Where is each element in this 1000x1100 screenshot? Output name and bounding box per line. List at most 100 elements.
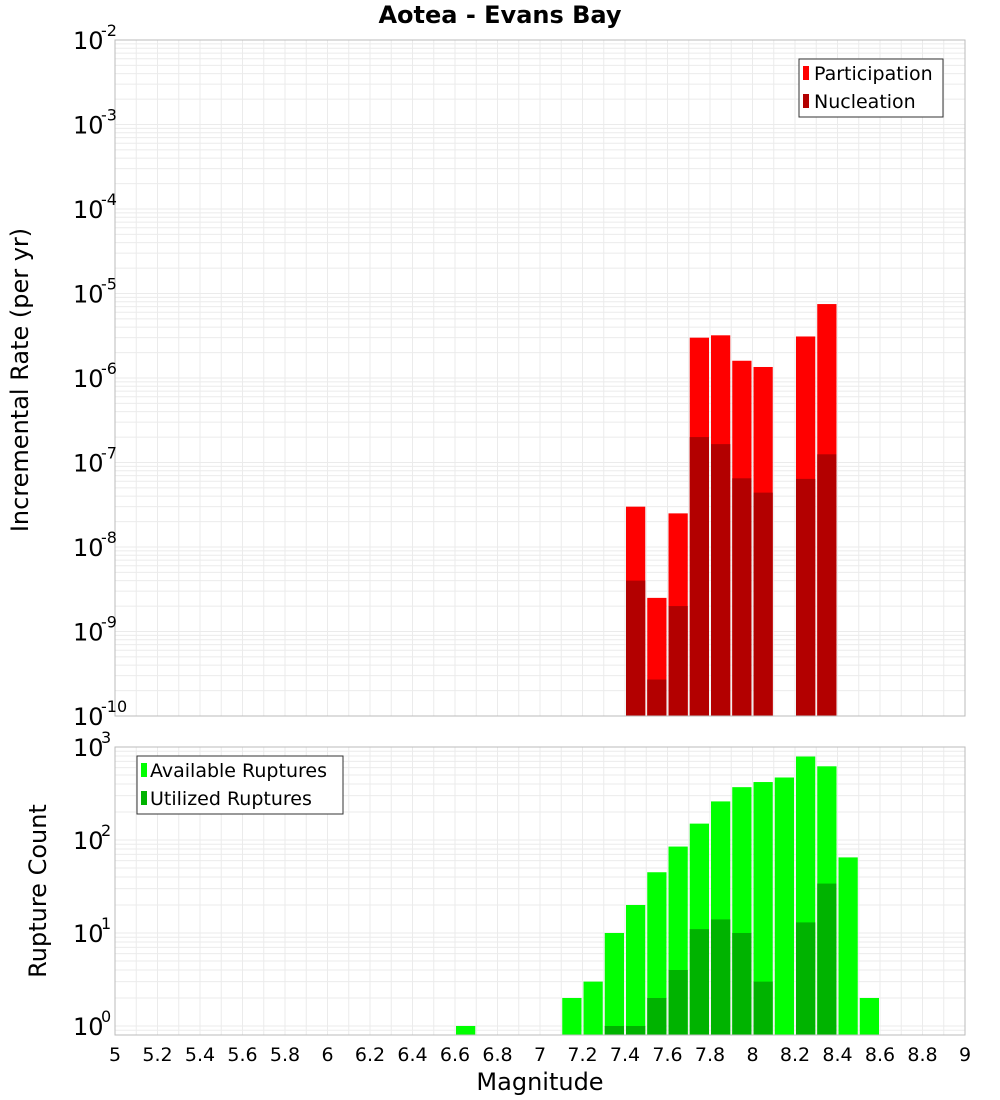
utilized-ruptures-bar (796, 922, 816, 1035)
y-tick-base: 10 (73, 112, 104, 140)
y-tick-exponent: -6 (101, 359, 117, 378)
nucleation-bar (626, 580, 646, 716)
rate-legend: Participation Nucleation (798, 58, 944, 118)
y-tick-label: 100 (73, 1007, 111, 1041)
y-tick-label: 102 (73, 821, 111, 855)
count-legend: Available Ruptures Utilized Ruptures (136, 755, 344, 815)
rate-y-axis-label: Incremental Rate (per yr) (6, 228, 34, 532)
x-tick-label: 8.2 (780, 1044, 810, 1066)
x-tick-label: 7.2 (567, 1044, 597, 1066)
x-tick-label: 9 (959, 1044, 971, 1066)
utilized-ruptures-bar (817, 883, 837, 1035)
nucleation-bar (689, 437, 709, 716)
nucleation-bar (817, 454, 837, 716)
x-tick-label: 6.2 (355, 1044, 385, 1066)
y-tick-exponent: -9 (101, 613, 117, 632)
x-tick-label: 5.2 (142, 1044, 172, 1066)
rate-bars (626, 304, 837, 716)
y-tick-base: 10 (73, 196, 104, 224)
y-tick-label: 10-7 (73, 444, 117, 478)
x-tick-label: 5 (109, 1044, 121, 1066)
x-tick-label: 6.6 (440, 1044, 470, 1066)
x-tick-label: 6.4 (397, 1044, 427, 1066)
y-tick-base: 10 (73, 619, 104, 647)
nucleation-bar (753, 492, 773, 716)
available-ruptures-bar (456, 1025, 476, 1035)
utilized-legend-label: Utilized Ruptures (150, 788, 312, 810)
nucleation-bar (647, 679, 667, 716)
magnitude-x-ticks: 5 5.2 5.4 5.6 5.8 6 6.2 6.4 6.6 6.8 7 7.2 7.4 7.6 7.8 8… (109, 1044, 971, 1066)
utilized-ruptures-bar (732, 932, 752, 1035)
y-tick-exponent: -4 (101, 190, 117, 209)
y-tick-base: 10 (73, 703, 104, 731)
y-tick-label: 10-2 (73, 21, 117, 55)
participation-legend-label: Participation (814, 63, 933, 85)
y-tick-base: 10 (73, 920, 104, 948)
y-tick-label: 10-5 (73, 275, 117, 309)
utilized-ruptures-bar (711, 919, 731, 1035)
x-tick-label: 6.8 (482, 1044, 512, 1066)
y-tick-base: 10 (73, 534, 104, 562)
x-tick-label: 5.6 (227, 1044, 257, 1066)
nucleation-bar (668, 606, 688, 716)
count-legend-box (136, 755, 344, 815)
available-ruptures-bar (604, 932, 624, 1035)
x-tick-label: 8.6 (865, 1044, 895, 1066)
x-tick-label: 5.4 (185, 1044, 215, 1066)
y-tick-exponent: -5 (101, 275, 117, 294)
available-legend-label: Available Ruptures (150, 760, 327, 782)
rate-legend-box (798, 58, 944, 118)
count-plot-frame (114, 746, 966, 1036)
count-bars (456, 756, 879, 1035)
available-ruptures-bar (647, 872, 667, 1035)
y-tick-exponent: -8 (101, 528, 117, 547)
x-tick-label: 8.4 (822, 1044, 852, 1066)
y-tick-base: 10 (73, 365, 104, 393)
y-tick-exponent: -7 (101, 444, 117, 463)
participation-legend-swatch (803, 66, 809, 80)
y-tick-label: 10-6 (73, 359, 117, 393)
nucleation-legend-swatch (803, 94, 809, 108)
available-ruptures-bar (838, 857, 858, 1035)
utilized-ruptures-bar (668, 969, 688, 1035)
y-tick-label: 10-3 (73, 106, 117, 140)
y-tick-base: 10 (73, 450, 104, 478)
y-tick-base: 10 (73, 827, 104, 855)
available-ruptures-bar (774, 777, 794, 1035)
available-ruptures-bar (753, 782, 773, 1035)
y-tick-label: 10-10 (73, 697, 127, 731)
nucleation-bar (711, 444, 731, 716)
y-tick-exponent: 2 (101, 821, 111, 840)
available-legend-swatch (141, 763, 147, 777)
y-tick-label: 101 (73, 914, 111, 948)
rate-plot-frame (114, 39, 966, 717)
y-tick-base: 10 (73, 1013, 104, 1041)
y-tick-base: 10 (73, 27, 104, 55)
y-tick-exponent: -10 (101, 697, 127, 716)
y-tick-base: 10 (73, 281, 104, 309)
x-tick-label: 8.8 (907, 1044, 937, 1066)
y-tick-base: 10 (73, 734, 104, 762)
y-tick-label: 10-9 (73, 613, 117, 647)
y-tick-exponent: 1 (101, 914, 111, 933)
y-tick-label: 103 (73, 728, 111, 762)
chart-title: Aotea - Evans Bay (378, 1, 621, 29)
x-tick-label: 8 (746, 1044, 758, 1066)
x-tick-label: 7.4 (610, 1044, 640, 1066)
x-tick-label: 7.8 (695, 1044, 725, 1066)
utilized-ruptures-bar (647, 997, 667, 1035)
available-ruptures-bar (562, 997, 582, 1035)
utilized-ruptures-bar (689, 929, 709, 1035)
available-ruptures-bar (859, 997, 879, 1035)
x-tick-label: 7 (534, 1044, 546, 1066)
x-axis-label: Magnitude (476, 1068, 603, 1096)
nucleation-bar (732, 478, 752, 716)
available-ruptures-bar (583, 981, 603, 1035)
x-tick-label: 6 (321, 1044, 333, 1066)
nucleation-bar (796, 478, 816, 716)
